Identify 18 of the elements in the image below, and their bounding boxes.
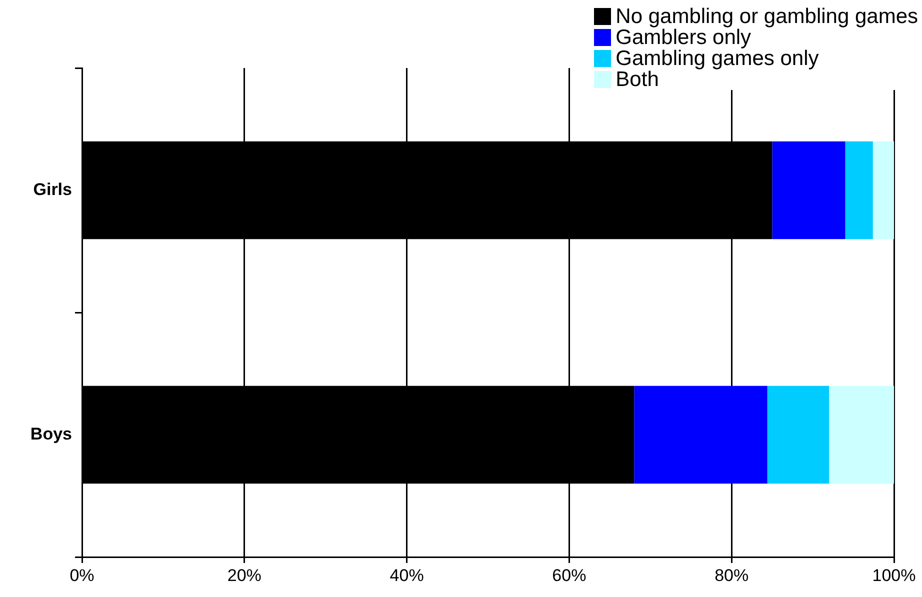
bar (634, 386, 768, 484)
x-tick-label: 0% (70, 566, 94, 585)
bar (872, 141, 894, 240)
y-tick-label: Girls (33, 180, 72, 199)
x-tick-label: 100% (872, 566, 916, 585)
legend-label: No gambling or gambling games (616, 5, 918, 28)
bar (772, 141, 846, 240)
y-tick-label: Boys (30, 424, 72, 444)
x-tick-label: 20% (227, 566, 262, 585)
legend-label: Gambling games only (616, 47, 819, 70)
legend-label: Gamblers only (616, 26, 752, 49)
bar (845, 141, 873, 240)
bar (767, 386, 830, 484)
bar (829, 386, 894, 484)
x-tick-label: 40% (390, 566, 424, 585)
x-tick-label: 60% (552, 566, 586, 585)
x-tick-label: 80% (714, 566, 749, 585)
legend-label: Both (616, 68, 659, 91)
